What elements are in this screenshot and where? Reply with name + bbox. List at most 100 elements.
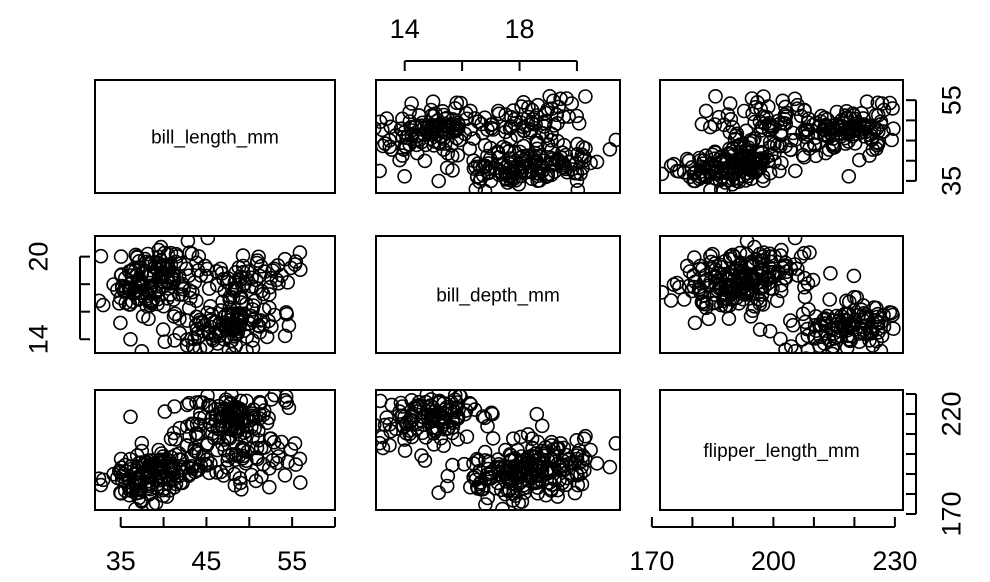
data-point xyxy=(228,338,243,353)
data-point xyxy=(787,257,803,272)
data-point xyxy=(475,409,491,424)
data-point xyxy=(197,409,212,425)
data-point xyxy=(376,121,382,136)
data-point xyxy=(121,487,137,503)
data-point xyxy=(167,332,182,348)
data-point xyxy=(784,339,799,353)
data-point xyxy=(802,245,817,260)
data-point xyxy=(462,479,478,495)
data-point xyxy=(538,465,554,480)
data-point xyxy=(240,444,255,460)
data-point xyxy=(755,173,771,188)
data-point xyxy=(394,121,409,136)
data-point xyxy=(263,431,279,447)
data-point xyxy=(195,323,211,339)
data-point xyxy=(128,284,143,300)
data-point xyxy=(529,406,545,422)
data-point xyxy=(694,116,710,132)
data-point xyxy=(846,303,862,318)
data-point xyxy=(634,460,647,473)
data-point xyxy=(235,264,251,280)
data-point xyxy=(437,136,453,151)
data-point xyxy=(884,132,900,148)
panel-frame-0-2 xyxy=(659,79,904,194)
data-point xyxy=(567,165,583,181)
data-point xyxy=(485,116,500,132)
data-point xyxy=(578,141,593,156)
data-point xyxy=(250,451,265,467)
data-point xyxy=(245,410,261,425)
data-point xyxy=(720,283,736,299)
data-point xyxy=(801,351,811,353)
data-point xyxy=(862,325,878,341)
data-point xyxy=(798,129,813,145)
top-axis-bill-depth-tick-label: 18 xyxy=(505,14,535,44)
data-point xyxy=(738,123,754,139)
data-point xyxy=(575,160,590,176)
right-axis-bill-length-tick-label: 55 xyxy=(936,85,966,115)
data-point xyxy=(199,339,215,353)
data-point xyxy=(799,137,815,153)
data-point xyxy=(404,128,420,144)
data-point xyxy=(233,269,248,284)
data-point xyxy=(419,390,435,402)
data-point xyxy=(113,249,129,264)
data-point xyxy=(707,151,722,166)
data-point xyxy=(122,451,138,467)
data-point xyxy=(773,277,789,293)
data-point xyxy=(561,154,576,170)
data-point xyxy=(95,297,111,313)
data-point xyxy=(132,285,148,301)
data-point xyxy=(402,104,417,120)
data-point xyxy=(720,107,736,122)
data-point xyxy=(379,410,395,425)
panel-frame-1-2 xyxy=(659,235,904,354)
data-point xyxy=(143,297,158,313)
data-point xyxy=(126,467,141,482)
data-point xyxy=(270,440,286,456)
data-point xyxy=(221,414,237,430)
panel-frame-2-0 xyxy=(94,389,336,511)
data-point xyxy=(418,124,434,139)
data-point xyxy=(267,390,282,403)
data-point xyxy=(444,425,460,441)
data-point xyxy=(514,494,530,509)
data-point xyxy=(185,339,201,353)
panel-frame-0-0 xyxy=(94,79,336,194)
data-point xyxy=(669,163,685,179)
data-point xyxy=(185,220,198,233)
data-point xyxy=(278,390,294,404)
data-point xyxy=(121,264,137,279)
data-point xyxy=(277,467,293,483)
data-point xyxy=(176,281,191,297)
data-point xyxy=(440,468,456,484)
data-point xyxy=(205,425,220,441)
data-point xyxy=(414,448,429,463)
data-point xyxy=(708,89,723,104)
bottom-axis-bill-length-tick-label: 45 xyxy=(191,546,221,576)
data-point xyxy=(435,410,451,426)
data-point xyxy=(502,447,518,462)
bottom-axis-flipper-length-tick-label: 170 xyxy=(629,546,674,576)
data-point xyxy=(233,475,248,491)
data-point xyxy=(693,285,709,301)
data-point xyxy=(538,444,553,460)
data-point xyxy=(820,308,835,324)
data-point xyxy=(493,482,509,498)
data-point xyxy=(497,486,513,502)
data-point xyxy=(692,153,708,168)
data-point xyxy=(550,489,565,504)
data-point xyxy=(571,443,587,458)
data-point xyxy=(782,313,798,328)
data-point xyxy=(578,89,593,104)
data-point xyxy=(395,148,410,163)
data-point xyxy=(95,293,107,309)
data-point xyxy=(459,429,475,445)
data-point xyxy=(456,456,472,472)
data-point xyxy=(773,248,788,263)
data-point xyxy=(235,448,251,464)
left-axis-bill-depth-tick-label: 20 xyxy=(23,242,53,272)
data-point xyxy=(529,468,545,484)
data-point xyxy=(702,164,717,180)
data-point xyxy=(524,102,540,118)
